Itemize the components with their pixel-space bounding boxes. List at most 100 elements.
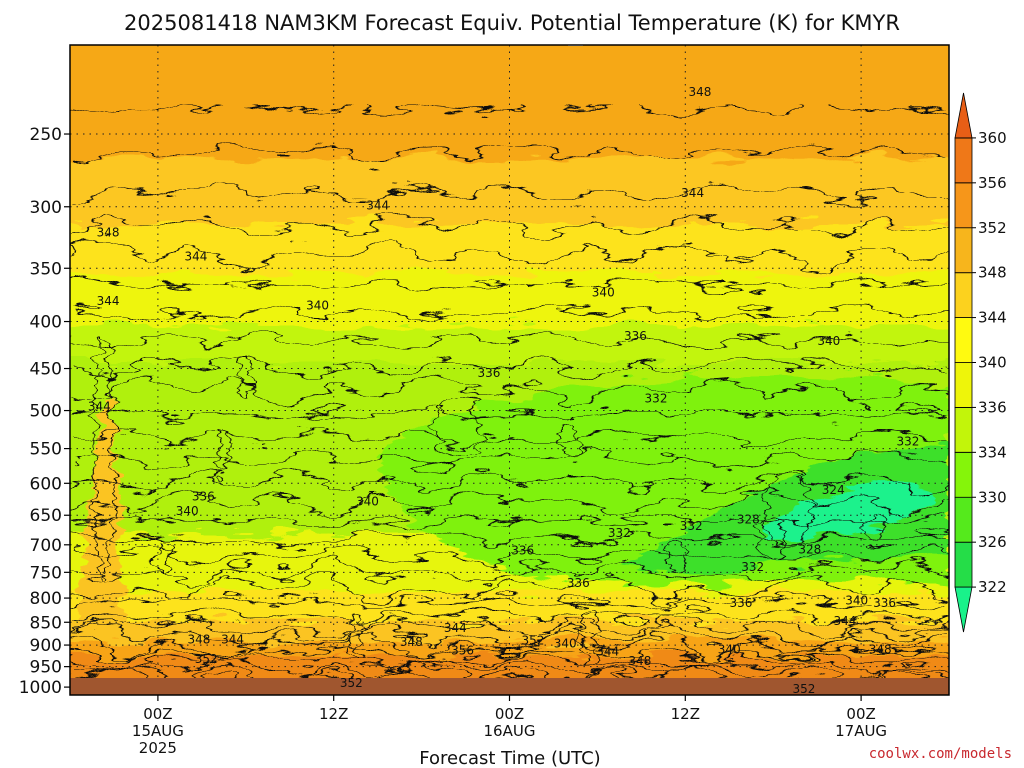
contour-label: 352 [521,634,544,648]
y-tick-label: 850 [30,613,62,633]
contour-label-text: 344 [97,294,120,308]
contour-line [70,355,949,379]
x-tick-label: 2025 [139,739,177,757]
contour-label-text: 340 [306,298,329,312]
contour-label-text: 344 [88,400,111,414]
contour-label-text: 336 [478,366,501,380]
fill-region-dark-green [626,441,949,570]
colorbar-swatch [954,272,973,318]
colorbar-tick-label: 334 [978,443,1007,461]
contour-label-text: 332 [741,560,764,574]
y-tick-label: 450 [30,360,62,380]
contour-line [70,596,949,608]
contour-label-text: 344 [366,198,389,212]
contour-label-text: 336 [511,543,534,557]
contour-line [70,631,949,659]
contour-loop [765,468,811,550]
colorbar-swatch [954,227,973,274]
contour-label: 336 [478,366,501,380]
contour-label-text: 344 [221,632,244,646]
contour-label-text: 340 [845,594,868,608]
contour-label: 348 [187,632,210,646]
contour-line [70,661,949,687]
colorbar-swatch [954,362,973,408]
y-tick-label: 350 [30,259,62,279]
contour-label: 340 [356,494,379,508]
contour-label: 352 [793,682,816,696]
contour-label: 336 [624,329,647,343]
contour-label: 340 [554,637,577,651]
contour-label-text: 348 [628,654,651,668]
colorbar-swatch [954,451,973,498]
y-tick-label: 900 [30,636,62,656]
contour-label: 348 [400,635,423,649]
y-tick-label: 650 [30,506,62,526]
contour-label: 332 [608,526,631,540]
contour-line [70,623,949,649]
colorbar-tick-label: 336 [978,398,1007,416]
contour-loop [581,605,599,667]
contour-label-text: 328 [737,513,760,527]
y-tick-label: 600 [30,474,62,494]
contour-label: 344 [444,621,467,635]
contour-label-text: 332 [897,434,920,448]
contour-line [70,516,949,527]
colorbar: 322 326 330 334 336 340 344 348 352 356 360 [954,92,1007,633]
contour-label-text: 340 [817,334,840,348]
contour-label: 340 [718,642,741,656]
temperature-fill-bands [70,45,949,695]
contour-loop [349,611,363,661]
x-tick-label: 00Z [495,705,524,723]
contour-line [70,545,949,567]
x-tick-label: 17AUG [835,722,887,740]
contour-label: 348 [628,654,651,668]
x-tick-label: 15AUG [132,722,184,740]
contour-label: 332 [645,391,668,405]
contour-label: 340 [817,334,840,348]
contour-label: 348 [869,642,892,656]
contour-label-text: 336 [730,596,753,610]
contour-label-text: 340 [592,286,615,300]
contour-label-text: 344 [185,250,208,264]
y-tick-label: 250 [30,125,62,145]
colorbar-tick-label: 348 [978,264,1007,282]
contour-label: 352 [195,652,218,666]
contour-line [70,213,949,239]
contour-label: 344 [681,186,704,200]
contour-label-text: 344 [834,614,857,628]
contour-line [70,652,949,669]
contour-label: 340 [176,504,199,518]
contour-label-text: 348 [688,85,711,99]
contour-label-text: 348 [869,642,892,656]
contour-line [70,532,949,547]
x-tick-label: 12Z [671,705,700,723]
contour-label-text: 352 [340,676,363,690]
contour-label-text: 336 [873,596,896,610]
contour-label-text: 344 [596,645,619,659]
contour-label: 344 [97,294,120,308]
grid-lines [70,45,949,695]
y-tick-label: 400 [30,313,62,333]
contour-label: 352 [340,676,363,690]
colorbar-swatch [954,586,973,633]
colorbar-swatch [954,407,973,453]
contour-label: 332 [680,519,703,533]
contour-label-text: 324 [822,483,845,497]
fill-region-cold-core [758,483,936,540]
contour-label: 344 [596,645,619,659]
contour-loop [867,508,885,546]
contour-loop [663,541,685,571]
colorbar-swatch [954,137,973,184]
contour-label-text: 328 [798,542,821,556]
colorbar-tick-label: 326 [978,533,1007,551]
contour-loop [218,433,230,479]
contour-label: 332 [897,434,920,448]
contour-line [70,183,949,204]
contour-label-text: 336 [624,329,647,343]
contour-label-text: 340 [554,637,577,651]
colorbar-swatch [954,541,973,588]
y-tick-label: 950 [30,658,62,678]
contour-label: 348 [688,85,711,99]
ground-surface [70,678,949,695]
